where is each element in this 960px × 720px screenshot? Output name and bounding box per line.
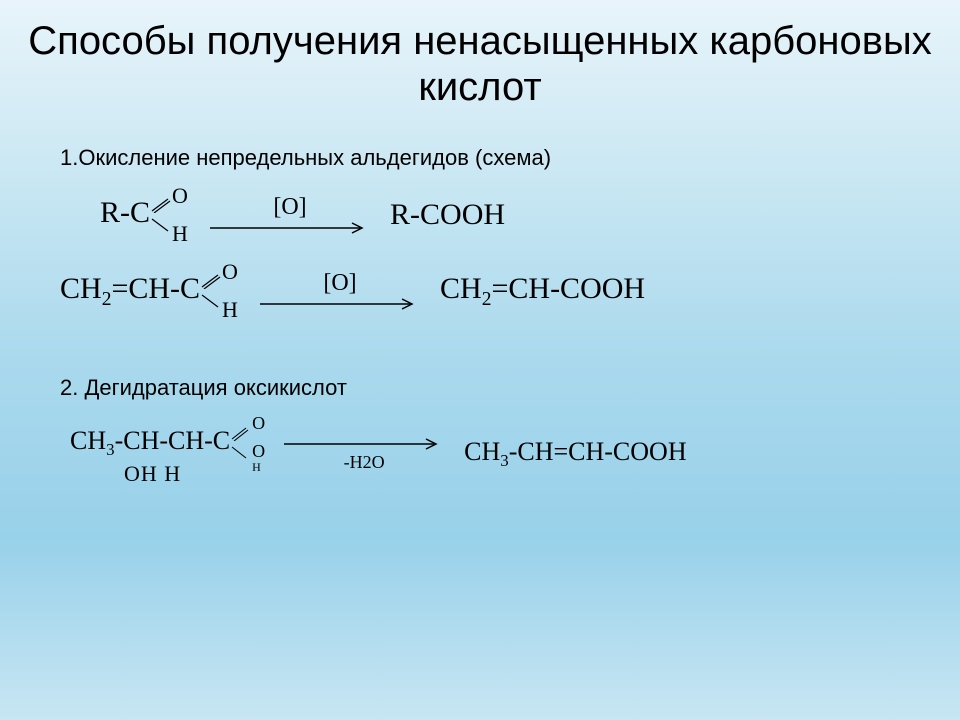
carbonyl-h: H — [222, 297, 238, 323]
arrow-icon — [260, 297, 420, 311]
aldehyde-group-icon: O H — [150, 191, 190, 239]
reaction2-prefix: CH2=CH-C — [60, 272, 200, 305]
carboxyl-oh: OH — [252, 444, 265, 473]
arrow-above: [O] — [210, 195, 370, 219]
reaction-3: CH3-CH-CH-C O OH OH H -H2O CH3-CH=CH-COO… — [70, 421, 920, 487]
arrow-icon — [284, 437, 444, 451]
reaction-2: CH2=CH-C O H [O] CH2=CH-COOH — [60, 267, 920, 315]
carboxyl-group-icon: O OH — [230, 421, 264, 465]
aldehyde-group-icon: O H — [200, 267, 240, 315]
reaction-arrow: -H2O — [284, 437, 444, 471]
reaction3-prefix: CH3-CH-CH-C — [70, 426, 230, 455]
section1-heading: 1.Окисление непредельных альдегидов (схе… — [60, 145, 920, 171]
reaction2-rhs: CH2=CH-COOH — [440, 272, 645, 311]
carbonyl-o: O — [252, 413, 265, 434]
reaction2-lhs: CH2=CH-C O H — [60, 267, 240, 315]
slide-content: 1.Окисление непредельных альдегидов (схе… — [60, 145, 920, 515]
carbonyl-h: H — [172, 221, 188, 247]
reaction1-rhs: R-COOH — [390, 198, 505, 232]
slide: Способы получения ненасыщенных карбоновы… — [0, 0, 960, 720]
reaction-arrow: [O] — [260, 271, 420, 311]
arrow-above: [O] — [260, 271, 420, 295]
slide-title: Способы получения ненасыщенных карбоновы… — [0, 18, 960, 110]
section2-heading: 2. Дегидратация оксикислот — [60, 375, 920, 401]
reaction3-lhs: CH3-CH-CH-C O OH OH H — [70, 421, 264, 487]
carbonyl-o: O — [222, 259, 238, 285]
reaction-1: R-C O H [O] R-COOH — [100, 191, 920, 239]
reaction-arrow: [O] — [210, 195, 370, 235]
reaction3-rhs: CH3-CH=CH-COOH — [464, 437, 686, 471]
carbonyl-o: O — [172, 183, 188, 209]
reaction1-lhs: R-C O H — [100, 191, 190, 239]
reaction1-prefix: R-C — [100, 196, 150, 229]
arrow-below: -H2O — [284, 453, 444, 471]
arrow-icon — [210, 221, 370, 235]
